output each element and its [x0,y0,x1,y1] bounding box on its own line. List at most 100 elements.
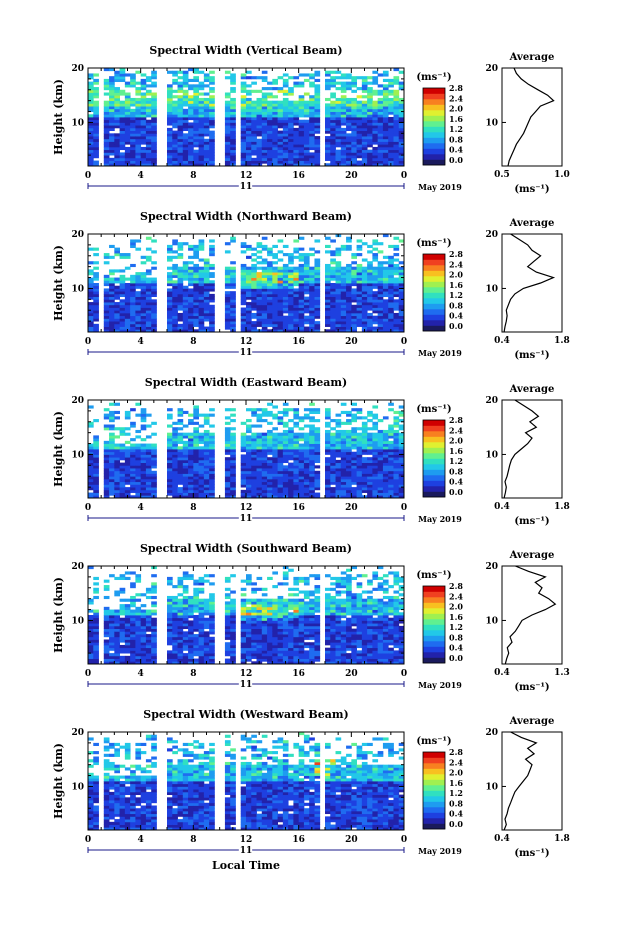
heatmap-cell [388,470,394,474]
heatmap-cell [298,299,305,303]
heatmap-cell [261,329,268,333]
heatmap-cell [119,492,126,496]
heatmap-cell [198,318,205,322]
heatmap-cell [182,119,189,123]
heatmap-cell [346,302,352,306]
heatmap-cell [388,435,394,439]
heatmap-cell [172,432,178,436]
heatmap-cell [109,443,115,447]
heatmap-cell [346,432,352,436]
heatmap-cell [314,92,321,96]
heatmap-cell [382,318,389,322]
heatmap-cell [182,291,189,295]
heatmap-cell [130,446,136,450]
heatmap-cell [330,157,336,161]
heatmap-cell [361,272,368,276]
heatmap-cell [277,133,284,137]
heatmap-cell [367,413,373,417]
heatmap-cell [145,302,152,306]
heatmap-cell [177,304,184,308]
heatmap-cell [267,92,273,96]
heatmap-cell [109,136,115,140]
heatmap-cell [130,495,136,499]
heatmap-cell [367,76,373,80]
heatmap-cell [119,644,126,649]
heatmap-cell [314,302,321,306]
heatmap-cell [198,310,205,314]
heatmap-cell [393,421,400,425]
heatmap-cell [361,446,368,450]
heatmap-cell [388,429,394,434]
heatmap-cell [172,266,178,270]
heatmap-cell [193,457,199,461]
heatmap-cell [351,97,357,102]
heatmap-cell [114,277,120,281]
heatmap-cell [88,473,94,477]
heatmap-cell [351,160,357,164]
heatmap-cell [240,293,247,298]
heatmap-cell [103,304,110,308]
heatmap-cell [93,108,99,112]
heatmap-cell [293,155,300,159]
heatmap-cell [114,642,120,646]
heatmap-cell [172,149,178,153]
heatmap-cell [267,307,273,311]
heatmap-cell [388,454,394,458]
heatmap-cell [240,122,247,126]
heatmap-cell [203,274,210,278]
heatmap-cell [172,468,178,472]
heatmap-cell [372,89,379,93]
heatmap-cell [251,258,257,262]
heatmap-cell [361,146,368,151]
heatmap-cell [140,296,147,300]
heatmap-cell [314,285,321,289]
heatmap-cell [367,302,373,306]
heatmap-cell [135,495,142,499]
heatmap-cell [135,323,142,327]
heatmap-cell [167,266,173,270]
heatmap-cell [272,299,278,303]
heatmap-cell [256,484,263,488]
heatmap-cell [356,462,363,466]
heatmap-cell [388,92,394,96]
heatmap-cell [309,465,315,469]
heatmap-cell [140,454,147,458]
heatmap-cell [230,280,236,284]
heatmap-cell [330,321,336,325]
heatmap-cell [377,280,384,284]
heatmap-cell [209,446,215,450]
heatmap-cell [103,457,110,461]
heatmap-cell [167,87,173,91]
heatmap-cell [356,130,363,134]
heatmap-cell [256,465,263,469]
heatmap-cell [256,280,263,284]
heatmap-cell [398,97,405,102]
heatmap-cell [140,416,147,420]
heatmap-cell [246,100,252,104]
heatmap-cell [346,484,352,488]
heatmap-cell [346,438,352,442]
heatmap-cell [314,73,321,77]
heatmap-cell [167,133,173,137]
heatmap-cell [209,457,215,461]
heatmap-cell [335,440,342,444]
heatmap-cell [372,470,379,474]
heatmap-cell [93,459,99,464]
heatmap-cell [372,484,379,488]
heatmap-cell [114,285,120,289]
heatmap-cell [203,130,210,134]
heatmap-cell [182,117,189,121]
heatmap-cell [372,459,379,464]
heatmap-cell [151,239,157,243]
heatmap-cell [193,495,199,499]
heatmap-cell [356,283,363,287]
heatmap-cell [103,655,110,659]
heatmap-cell [288,476,294,480]
heatmap-cell [172,291,178,295]
heatmap-cell [109,416,115,420]
heatmap-cell [309,136,315,140]
heatmap-cell [124,639,131,643]
heatmap-cell [130,321,136,325]
heatmap-cell [167,326,173,330]
heatmap-cell [388,119,394,123]
